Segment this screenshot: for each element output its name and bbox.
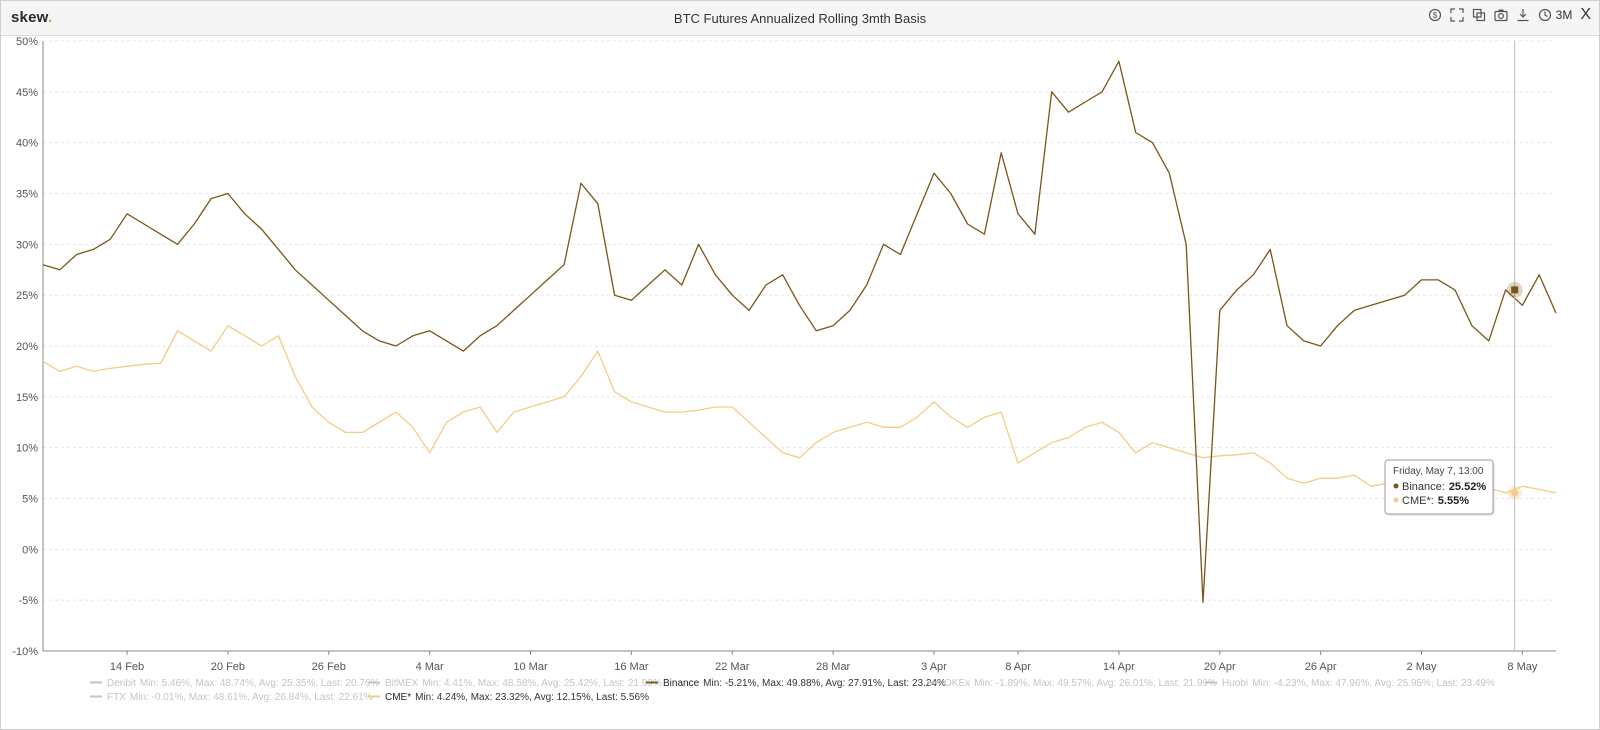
close-button[interactable]: X [1580, 6, 1591, 23]
legend: Deribit Min: 5.46%, Max: 48.74%, Avg: 25.… [90, 678, 1495, 703]
y-tick-label: 10% [16, 443, 38, 455]
y-tick-label: -10% [12, 646, 38, 658]
y-tick-label: 35% [16, 189, 38, 201]
download-icon[interactable] [1516, 8, 1530, 22]
cme-hover-marker [1511, 489, 1519, 497]
tooltip-series-value: 25.52% [1449, 481, 1487, 493]
cme-series-line [42, 325, 1557, 494]
toolbar: $ 3M X [1428, 6, 1591, 23]
x-tick-label: 26 Feb [312, 661, 346, 673]
tooltip-series-marker [1393, 483, 1399, 489]
binance-hover-marker [1511, 286, 1519, 294]
svg-text:$: $ [1432, 11, 1437, 20]
tooltip-date: Friday, May 7, 13:00 [1393, 466, 1484, 477]
y-tick-label: 5% [22, 494, 38, 506]
y-tick-label: 45% [16, 87, 38, 99]
legend-item[interactable]: Deribit Min: 5.46%, Max: 48.74%, Avg: 25.… [90, 678, 379, 689]
series [42, 60, 1557, 603]
legend-series-name: Deribit [107, 678, 136, 689]
legend-item[interactable]: Huobi Min: -4.23%, Max: 47.96%, Avg: 25.9… [1205, 678, 1495, 689]
legend-series-stats: Min: 4.24%, Max: 23.32%, Avg: 12.15%, La… [415, 692, 649, 703]
tooltip-series-label: CME*: [1402, 495, 1434, 507]
legend-series-name: OKEx [944, 678, 970, 689]
clock-icon[interactable] [1538, 8, 1552, 22]
binance-series-line [42, 60, 1557, 603]
x-tick-label: 14 Feb [110, 661, 144, 673]
x-tick-label: 20 Feb [211, 661, 245, 673]
copy-icon[interactable] [1472, 8, 1486, 22]
legend-series-stats: Min: -1.89%, Max: 49.57%, Avg: 26.01%, L… [974, 678, 1217, 689]
x-tick-label: 10 Mar [513, 661, 548, 673]
y-tick-label: 0% [22, 544, 38, 556]
chart-title: BTC Futures Annualized Rolling 3mth Basi… [673, 11, 927, 26]
legend-item[interactable]: FTX Min: -0.01%, Max: 48.61%, Avg: 26.84%… [90, 692, 373, 703]
grid [43, 40, 1556, 652]
legend-series-stats: Min: -4.23%, Max: 47.96%, Avg: 25.95%, L… [1252, 678, 1495, 689]
y-tick-label: 20% [16, 341, 38, 353]
legend-item[interactable]: BitMEX Min: 4.41%, Max: 48.58%, Avg: 25.4… [368, 678, 662, 689]
legend-item[interactable]: CME* Min: 4.24%, Max: 23.32%, Avg: 12.15%… [368, 692, 649, 703]
axes: 50% 45% 40% 35% 30% 25% 20% 15% 10% 5% 0% -5% -10% 14… [12, 36, 1556, 673]
x-tick-label: 3 Apr [921, 661, 947, 673]
line-chart: 50% 45% 40% 35% 30% 25% 20% 15% 10% 5% 0% -5% -10% 14… [12, 36, 1557, 703]
x-tick-label: 16 Mar [614, 661, 649, 673]
fullscreen-icon[interactable] [1450, 8, 1464, 22]
tooltip-series-marker [1393, 497, 1399, 503]
tooltip-series-value: 5.55% [1438, 495, 1469, 507]
tooltip-series-label: Binance: [1402, 481, 1445, 493]
x-tick-label: 8 May [1507, 661, 1537, 673]
legend-series-name: CME* [385, 692, 411, 703]
y-tick-label: 30% [16, 239, 38, 251]
tooltip: Friday, May 7, 13:00 Binance: 25.52% CME*: 5… [1384, 459, 1495, 516]
y-tick-label: -5% [18, 595, 38, 607]
dollar-icon[interactable]: $ [1428, 8, 1442, 22]
x-tick-label: 28 Mar [816, 661, 851, 673]
legend-series-name: FTX [107, 692, 126, 703]
x-tick-label: 20 Apr [1204, 661, 1236, 673]
x-tick-label: 22 Mar [715, 661, 750, 673]
x-tick-label: 4 Mar [416, 661, 444, 673]
y-tick-label: 50% [16, 36, 38, 48]
y-tick-label: 15% [16, 392, 38, 404]
x-tick-label: 2 May [1407, 661, 1437, 673]
range-selector[interactable]: 3M [1555, 8, 1573, 22]
camera-icon[interactable] [1494, 8, 1508, 22]
legend-series-name: BitMEX [385, 678, 419, 689]
x-tick-label: 8 Apr [1005, 661, 1031, 673]
hover-cursor [1506, 41, 1523, 651]
legend-series-name: Binance [663, 678, 700, 689]
legend-series-stats: Min: -5.21%, Max: 49.88%, Avg: 27.91%, L… [703, 678, 946, 689]
x-tick-label: 14 Apr [1103, 661, 1135, 673]
y-tick-label: 25% [16, 290, 38, 302]
legend-series-stats: Min: 4.41%, Max: 48.58%, Avg: 25.42%, La… [422, 678, 662, 689]
legend-item[interactable]: Binance Min: -5.21%, Max: 49.88%, Avg: 27… [646, 678, 946, 689]
skew-logo: skew. [11, 9, 53, 26]
tooltip-box [1384, 459, 1494, 515]
legend-series-stats: Min: 5.46%, Max: 48.74%, Avg: 25.35%, La… [140, 678, 380, 689]
x-tick-label: 26 Apr [1305, 661, 1337, 673]
legend-item[interactable]: OKEx Min: -1.89%, Max: 49.57%, Avg: 26.01… [927, 678, 1217, 689]
legend-series-stats: Min: -0.01%, Max: 48.61%, Avg: 26.84%, L… [130, 692, 373, 703]
y-tick-label: 40% [16, 138, 38, 150]
title-bar: skew. BTC Futures Annualized Rolling 3mt… [1, 1, 1599, 36]
legend-series-name: Huobi [1222, 678, 1248, 689]
